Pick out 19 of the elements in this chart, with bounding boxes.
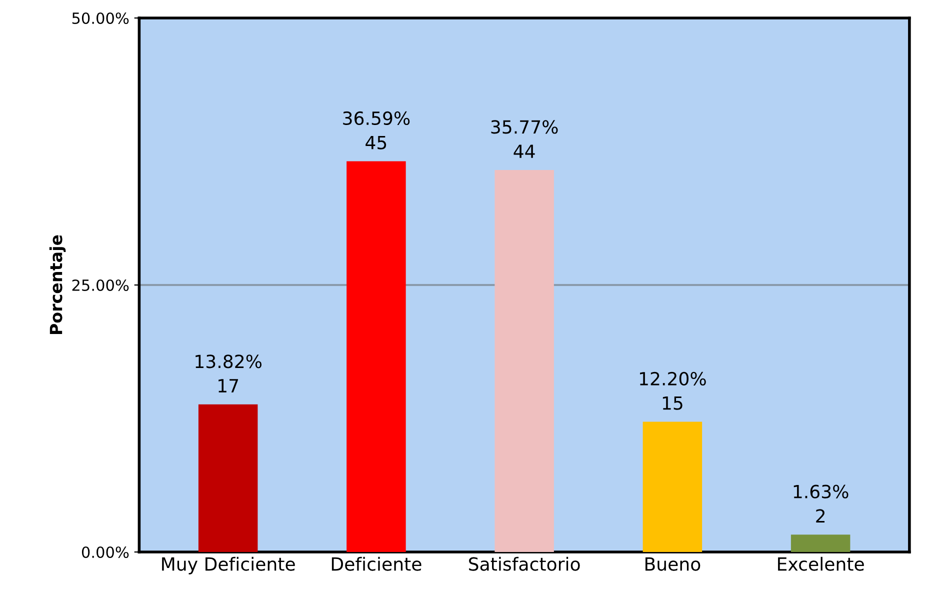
bar — [790, 534, 850, 552]
x-tick-label: Bueno — [646, 557, 700, 571]
x-tick-label: Satisfactorio — [469, 556, 580, 571]
data-label: 36.59% 45 — [343, 111, 410, 150]
bar — [494, 170, 554, 552]
y-tick-label: 0.00% — [82, 546, 129, 558]
bar — [198, 404, 258, 552]
bar — [346, 161, 406, 552]
y-axis-title: Porcentaje — [49, 235, 66, 334]
data-label: 12.20% 15 — [640, 372, 706, 410]
data-label: 35.77% 44 — [491, 120, 558, 158]
bar — [642, 422, 702, 552]
data-label: 1.63% 2 — [794, 484, 848, 523]
data-label: 13.82% 17 — [196, 354, 262, 392]
x-tick-label: Excelente — [778, 556, 864, 571]
x-tick-label: Deficiente — [332, 556, 422, 571]
y-tick-label: 25.00% — [72, 279, 129, 292]
x-tick-label: Muy Deficiente — [162, 556, 295, 574]
y-tick-label: 50.00% — [72, 12, 129, 24]
